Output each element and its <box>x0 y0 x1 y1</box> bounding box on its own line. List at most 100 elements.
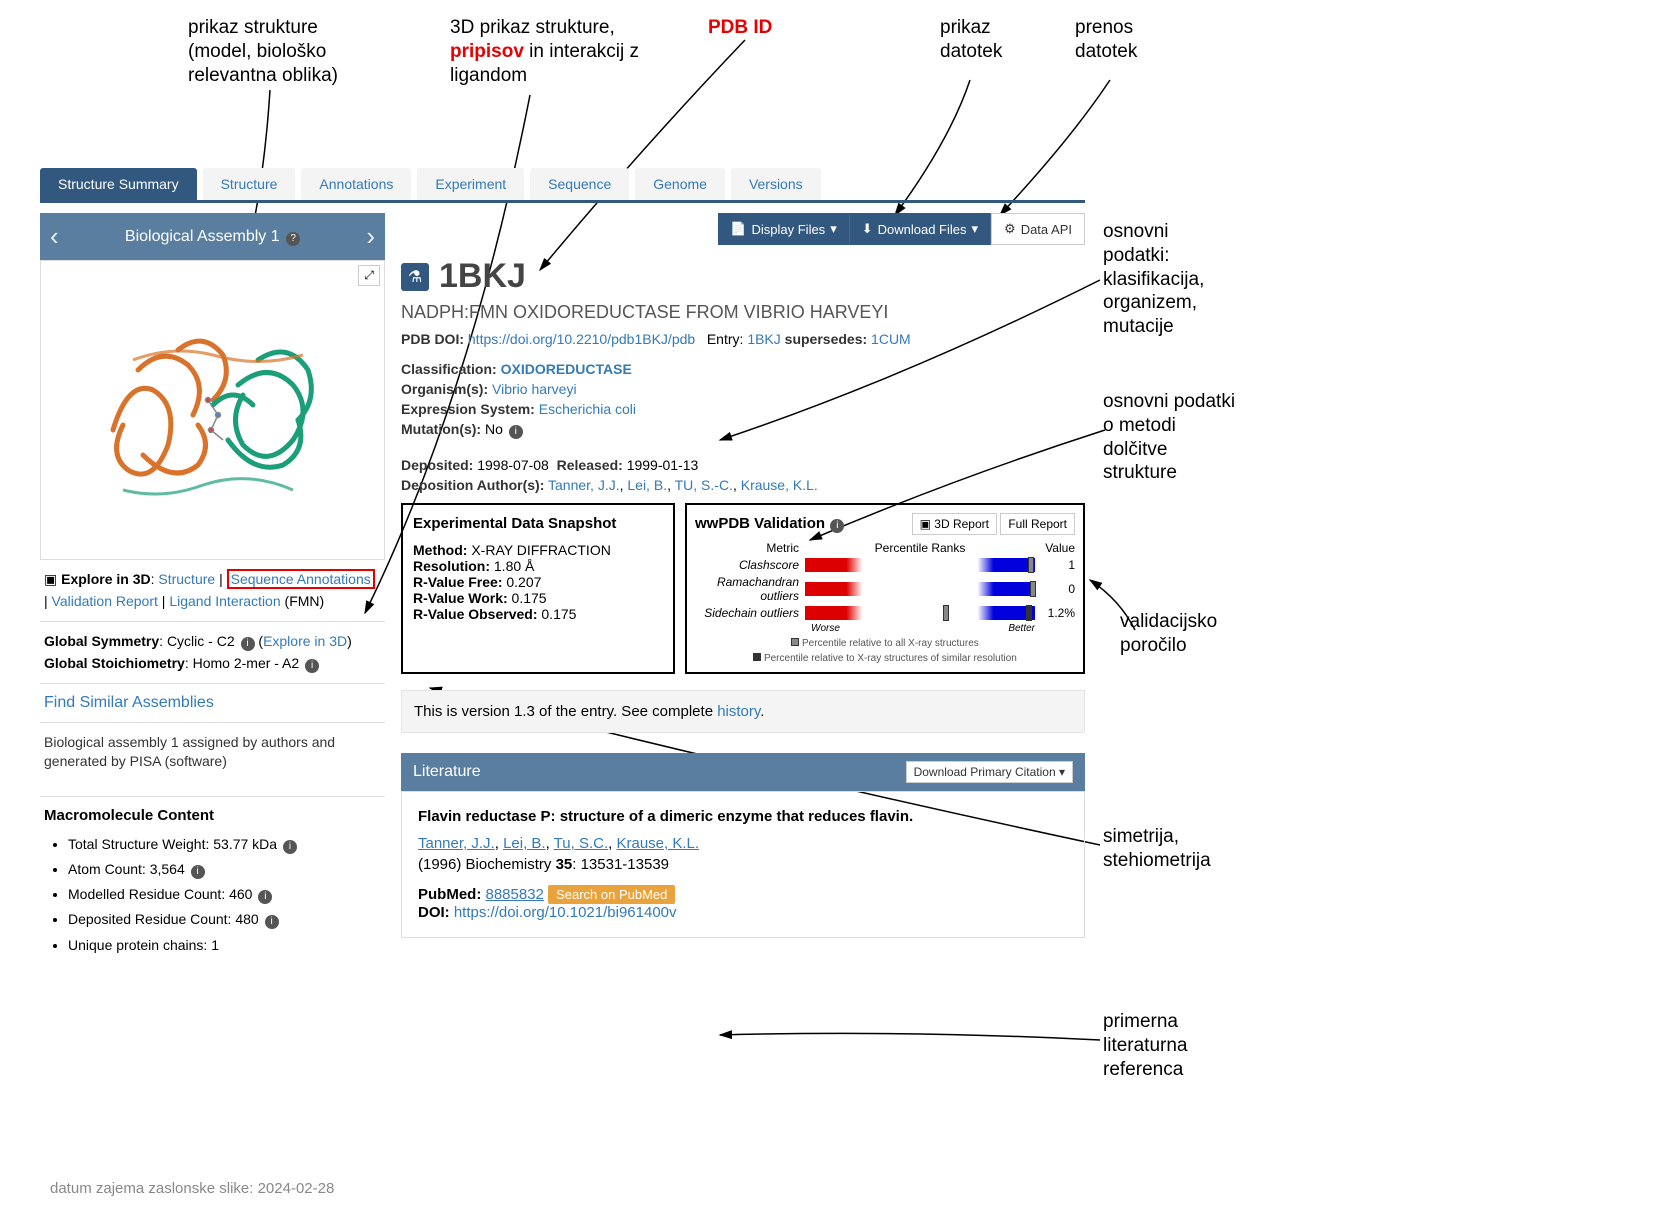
assembly-header: ‹ Biological Assembly 1 ? › <box>40 213 385 260</box>
gear-icon: ⚙ <box>1004 221 1016 237</box>
left-column: ‹ Biological Assembly 1 ? › ⤢ <box>40 213 385 958</box>
tab-experiment[interactable]: Experiment <box>417 168 524 200</box>
annot-validation: validacijskoporočilo <box>1120 610 1217 658</box>
link-explore-3d-sym[interactable]: Explore in 3D <box>263 633 347 649</box>
lit-doi-link[interactable]: https://doi.org/10.1021/bi961400v <box>454 904 677 921</box>
info-icon[interactable]: i <box>830 519 844 533</box>
annot-reference: primernaliteraturnareferenca <box>1103 1010 1188 1081</box>
lit-author-link[interactable]: Lei, B. <box>503 835 546 852</box>
history-link[interactable]: history <box>717 703 760 720</box>
expression-link[interactable]: Escherichia coli <box>539 401 636 417</box>
pubmed-label: PubMed: <box>418 886 481 903</box>
link-validation-report[interactable]: Validation Report <box>52 593 158 609</box>
info-icon[interactable]: i <box>265 915 279 929</box>
info-icon[interactable]: i <box>241 637 255 651</box>
literature-authors: Tanner, J.J., Lei, B., Tu, S.C., Krause,… <box>418 835 1068 852</box>
structure-image[interactable]: ⤢ <box>40 260 385 560</box>
classification-link[interactable]: OXIDOREDUCTASE <box>501 361 632 377</box>
download-files-button[interactable]: ⬇Download Files ▾ <box>850 213 991 245</box>
flask-icon: ⚗ <box>401 263 429 291</box>
pdb-id: 1BKJ <box>439 257 526 296</box>
lit-doi-label: DOI: <box>418 904 450 921</box>
link-ligand-interaction[interactable]: Ligand Interaction <box>169 593 280 609</box>
expand-icon[interactable]: ⤢ <box>358 265 380 286</box>
value-ramachandran: 0 <box>1035 582 1075 596</box>
value-sidechain: 1.2% <box>1035 606 1075 620</box>
macromolecule-content: Macromolecule Content Total Structure We… <box>40 796 385 958</box>
link-find-similar[interactable]: Find Similar Assemblies <box>44 694 214 711</box>
better-label: Better <box>1008 623 1035 634</box>
tab-annotations[interactable]: Annotations <box>301 168 411 200</box>
annot-pdb-id: PDB ID <box>708 16 772 40</box>
author-link[interactable]: TU, S.-C. <box>675 477 733 493</box>
literature-heading: Literature <box>413 763 481 781</box>
data-api-button[interactable]: ⚙ Data API <box>991 213 1085 245</box>
annot-method-data: osnovni podatkio metodidolčitvestrukture <box>1103 390 1235 485</box>
full-report-button[interactable]: Full Report <box>1000 513 1075 535</box>
supersedes-link[interactable]: 1CUM <box>871 331 911 347</box>
link-sequence-annotations[interactable]: Sequence Annotations <box>231 571 371 587</box>
doi-line: PDB DOI: https://doi.org/10.2210/pdb1BKJ… <box>401 331 1085 347</box>
macro-item: Modelled Residue Count: 460 i <box>68 882 385 907</box>
lit-author-link[interactable]: Krause, K.L. <box>616 835 699 852</box>
literature-title: Flavin reductase P: structure of a dimer… <box>418 808 1068 825</box>
annot-download-files: prenosdatotek <box>1075 16 1137 64</box>
info-icon[interactable]: i <box>509 425 523 439</box>
download-citation-button[interactable]: Download Primary Citation ▾ <box>906 761 1073 783</box>
annot-display-files: prikazdatotek <box>940 16 1002 64</box>
3d-report-button[interactable]: ▣ 3D Report <box>912 513 997 535</box>
metric-ramachandran: Ramachandran outliers <box>695 575 805 603</box>
author-link[interactable]: Tanner, J.J. <box>548 477 620 493</box>
doi-link[interactable]: https://doi.org/10.2210/pdb1BKJ/pdb <box>468 331 695 347</box>
lit-author-link[interactable]: Tanner, J.J. <box>418 835 495 852</box>
literature-box: Literature Download Primary Citation ▾ F… <box>401 753 1085 938</box>
info-icon[interactable]: i <box>191 865 205 879</box>
prev-assembly-chevron[interactable]: ‹ <box>50 221 59 252</box>
literature-journal: (1996) Biochemistry 35: 13531-13539 <box>418 856 1068 873</box>
ligand-suffix: (FMN) <box>285 593 325 609</box>
author-link[interactable]: Krause, K.L. <box>741 477 818 493</box>
validation-box: wwPDB Validation i ▣ 3D Report Full Repo… <box>685 503 1085 674</box>
foot1: Percentile relative to all X-ray structu… <box>802 638 979 649</box>
info-icon[interactable]: i <box>258 890 272 904</box>
info-icon[interactable]: i <box>305 659 319 673</box>
link-structure-3d[interactable]: Structure <box>158 571 215 587</box>
tab-sequence[interactable]: Sequence <box>530 168 629 200</box>
annot-3d-display: 3D prikaz strukture,pripisov in interakc… <box>450 16 639 87</box>
snapshot-heading: Experimental Data Snapshot <box>413 515 663 532</box>
display-files-button[interactable]: 📄Display Files ▾ <box>718 213 849 245</box>
metric-sidechain: Sidechain outliers <box>695 606 805 620</box>
pubmed-link[interactable]: 8885832 <box>486 886 544 903</box>
info-icon[interactable]: ? <box>286 232 300 246</box>
lit-author-link[interactable]: Tu, S.C. <box>554 835 608 852</box>
tab-structure-summary[interactable]: Structure Summary <box>40 168 197 200</box>
cube-icon: ▣ <box>44 571 57 587</box>
col-metric: Metric <box>695 541 805 555</box>
symmetry-block: Global Symmetry: Cyclic - C2 i (Explore … <box>40 622 385 684</box>
protein-ribbon-svg <box>83 290 343 530</box>
entry-link[interactable]: 1BKJ <box>747 331 780 347</box>
file-toolbar: 📄Display Files ▾ ⬇Download Files ▾ ⚙ Dat… <box>401 213 1085 245</box>
tab-structure[interactable]: Structure <box>203 168 296 200</box>
tab-bar: Structure Summary Structure Annotations … <box>40 168 1085 203</box>
explore-label: Explore in 3D <box>61 571 150 587</box>
tab-versions[interactable]: Versions <box>731 168 821 200</box>
experimental-snapshot: Experimental Data Snapshot Method: X-RAY… <box>401 503 675 674</box>
author-link[interactable]: Lei, B. <box>627 477 667 493</box>
global-stoich-value: Homo 2-mer - A2 <box>193 655 300 671</box>
metric-clashscore: Clashscore <box>695 558 805 572</box>
pisa-text: Biological assembly 1 assigned by author… <box>40 723 385 782</box>
search-pubmed-button[interactable]: Search on PubMed <box>548 885 675 904</box>
info-icon[interactable]: i <box>283 840 297 854</box>
value-clashscore: 1 <box>1035 558 1075 572</box>
organism-link[interactable]: Vibrio harveyi <box>492 381 577 397</box>
macro-item: Deposited Residue Count: 480 i <box>68 907 385 932</box>
macro-heading: Macromolecule Content <box>40 807 385 824</box>
col-ranks: Percentile Ranks <box>805 541 1035 555</box>
annot-structure-display: prikaz strukture(model, biološkorelevant… <box>188 16 338 87</box>
tab-genome[interactable]: Genome <box>635 168 725 200</box>
next-assembly-chevron[interactable]: › <box>366 221 375 252</box>
main-content: Structure Summary Structure Annotations … <box>40 168 1085 958</box>
global-symmetry-value: Cyclic - C2 <box>167 633 235 649</box>
version-box: This is version 1.3 of the entry. See co… <box>401 690 1085 733</box>
